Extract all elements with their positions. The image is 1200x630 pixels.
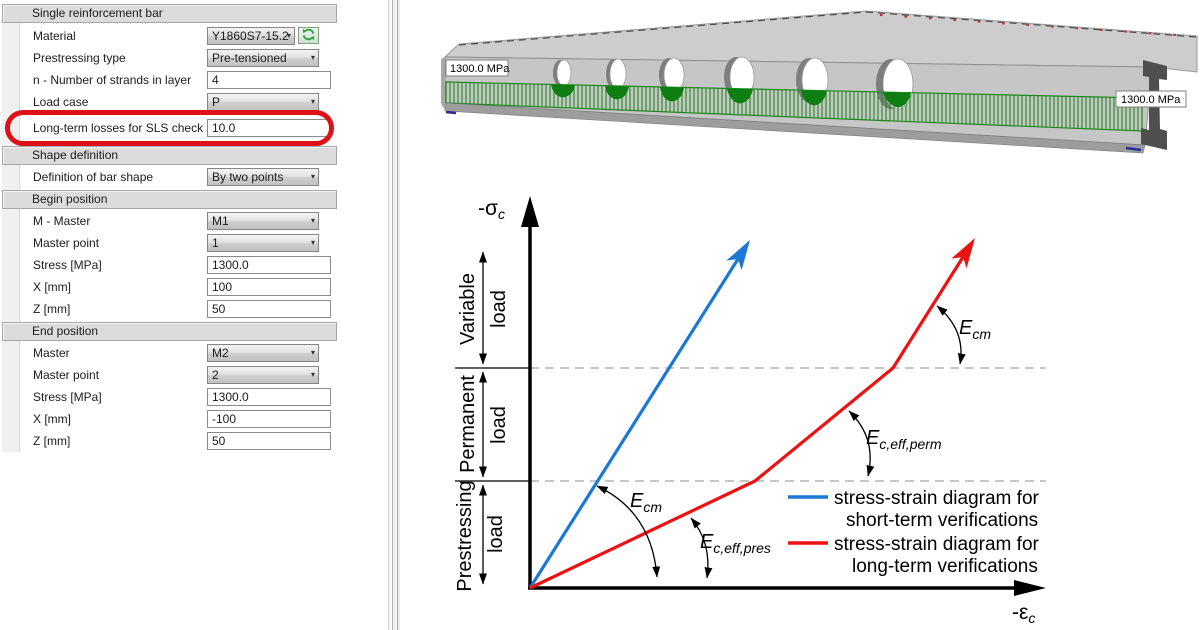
svg-text:Ecm: Ecm	[959, 317, 991, 342]
svg-text:Variable: Variable	[457, 273, 479, 345]
chevron-down-icon: ▾	[310, 172, 315, 181]
form-row-end-x: X [mm]	[0, 410, 340, 432]
y-axis-arrowhead	[521, 196, 539, 227]
form-row-prestressing-type: Prestressing type Pre-tensioned ▾	[0, 49, 340, 71]
field-label: M - Master	[33, 214, 91, 228]
svg-text:Ec,eff,pres: Ec,eff,pres	[700, 531, 771, 556]
field-label: Long-term losses for SLS check [%]	[33, 121, 224, 135]
modulus-labels: Ecm Ec,eff,pres Ec,eff,perm Ecm	[630, 317, 991, 556]
svg-text:Ec,eff,perm: Ec,eff,perm	[866, 427, 942, 452]
field-label: Stress [MPa]	[33, 390, 102, 404]
refresh-icon	[302, 28, 315, 41]
form-row-end-stress: Stress [MPa]	[0, 388, 340, 410]
graphics-viewport: 1300.0 MPa 1300.0 MPa -σc	[410, 0, 1200, 630]
sls-losses-input[interactable]	[207, 119, 331, 137]
stress-strain-chart: -σc -εc Variable load Permanent load Pre…	[454, 196, 1046, 626]
chevron-down-icon: ▾	[310, 348, 315, 357]
form-row-load-case: Load case P ▾	[0, 93, 340, 115]
beam-stress-label-right: 1300.0 MPa	[1115, 90, 1187, 108]
form-row-begin-z: Z [mm]	[0, 300, 340, 322]
x-axis-arrowhead	[1014, 580, 1046, 596]
field-label: Z [mm]	[33, 434, 71, 448]
svg-text:Permanent: Permanent	[457, 375, 479, 473]
form-row-bar-shape: Definition of bar shape By two points ▾	[0, 168, 340, 190]
begin-master-dropdown[interactable]: M1 ▾	[207, 212, 319, 230]
begin-master-point-dropdown[interactable]: 1 ▾	[207, 234, 319, 252]
end-master-dropdown[interactable]: M2 ▾	[207, 344, 319, 362]
field-label: Stress [MPa]	[33, 258, 102, 272]
y-axis	[521, 196, 539, 588]
field-label: Master point	[33, 236, 100, 250]
viewport-svg: 1300.0 MPa 1300.0 MPa -σc	[441, 10, 1198, 626]
section-header-begin-position: Begin position	[2, 190, 337, 209]
field-label: X [mm]	[33, 280, 71, 294]
band-labels: Variable load Permanent load Prestressin…	[454, 273, 510, 592]
chevron-down-icon: ▾	[310, 238, 315, 247]
field-label: Prestressing type	[33, 51, 126, 65]
end-z-input[interactable]	[207, 432, 331, 450]
form-row-end-z: Z [mm]	[0, 432, 340, 454]
svg-text:stress-strain diagram for: stress-strain diagram for	[834, 488, 1040, 509]
beam-stress-label-left: 1300.0 MPa	[445, 59, 510, 77]
x-axis	[528, 580, 1046, 596]
bar-shape-dropdown[interactable]: By two points ▾	[207, 168, 319, 186]
chart-legend: stress-strain diagram for short-term ver…	[788, 488, 1040, 577]
field-label: n - Number of strands in layer	[33, 73, 192, 87]
form-row-end-master: Master M2 ▾	[0, 344, 340, 366]
svg-text:load: load	[485, 515, 507, 553]
svg-text:stress-strain diagram for: stress-strain diagram for	[834, 534, 1040, 555]
end-master-point-dropdown[interactable]: 2 ▾	[207, 366, 319, 384]
chevron-down-icon: ▾	[310, 53, 315, 62]
section-header-end-position: End position	[2, 322, 337, 341]
field-label: Material	[33, 29, 76, 43]
properties-panel: Single reinforcement bar Material Y1860S…	[0, 0, 340, 630]
form-row-sls-losses: Long-term losses for SLS check [%]	[0, 119, 340, 141]
chevron-down-icon: ▾	[310, 370, 315, 379]
form-row-begin-stress: Stress [MPa]	[0, 256, 340, 278]
svg-text:1300.0 MPa: 1300.0 MPa	[450, 63, 510, 75]
end-x-input[interactable]	[207, 410, 331, 428]
field-label: Master point	[33, 368, 100, 382]
form-row-material: Material Y1860S7-15.2 ▾	[0, 27, 340, 49]
load-case-dropdown[interactable]: P ▾	[207, 93, 319, 111]
begin-stress-input[interactable]	[207, 256, 331, 274]
field-label: Master	[33, 346, 70, 360]
material-dropdown[interactable]: Y1860S7-15.2 ▾	[207, 27, 295, 45]
series-short-term	[528, 240, 750, 589]
field-label: Definition of bar shape	[33, 170, 154, 184]
svg-text:Prestressing: Prestressing	[454, 480, 476, 591]
prestressing-type-dropdown[interactable]: Pre-tensioned ▾	[207, 49, 319, 67]
y-axis-label: -σc	[478, 197, 505, 222]
svg-text:load: load	[488, 290, 510, 328]
svg-text:load: load	[488, 406, 510, 444]
svg-text:1300.0 MPa: 1300.0 MPa	[1121, 94, 1181, 106]
form-row-begin-master: M - Master M1 ▾	[0, 212, 340, 234]
chevron-down-icon: ▾	[286, 31, 291, 40]
section-header-shape-definition: Shape definition	[2, 146, 337, 165]
svg-text:short-term verifications: short-term verifications	[846, 510, 1038, 531]
field-label: X [mm]	[33, 412, 71, 426]
x-axis-label: -εc	[1012, 601, 1035, 626]
beam-3d-model[interactable]: 1300.0 MPa 1300.0 MPa	[441, 10, 1198, 154]
form-row-begin-master-point: Master point 1 ▾	[0, 234, 340, 256]
modulus-arcs	[596, 305, 966, 579]
form-row-end-master-point: Master point 2 ▾	[0, 366, 340, 388]
chevron-down-icon: ▾	[310, 216, 315, 225]
field-label: Load case	[33, 95, 89, 109]
svg-text:long-term verifications: long-term verifications	[852, 556, 1038, 577]
section-header-single-reinforcement-bar: Single reinforcement bar	[2, 4, 337, 23]
refresh-material-button[interactable]	[298, 27, 319, 44]
end-stress-input[interactable]	[207, 388, 331, 406]
begin-x-input[interactable]	[207, 278, 331, 296]
chevron-down-icon: ▾	[310, 97, 315, 106]
form-row-begin-x: X [mm]	[0, 278, 340, 300]
form-row-strands: n - Number of strands in layer	[0, 71, 340, 93]
field-label: Z [mm]	[33, 302, 71, 316]
begin-z-input[interactable]	[207, 300, 331, 318]
svg-text:Ecm: Ecm	[630, 490, 662, 515]
strands-count-input[interactable]	[207, 71, 331, 89]
panel-splitter[interactable]	[386, 0, 402, 630]
